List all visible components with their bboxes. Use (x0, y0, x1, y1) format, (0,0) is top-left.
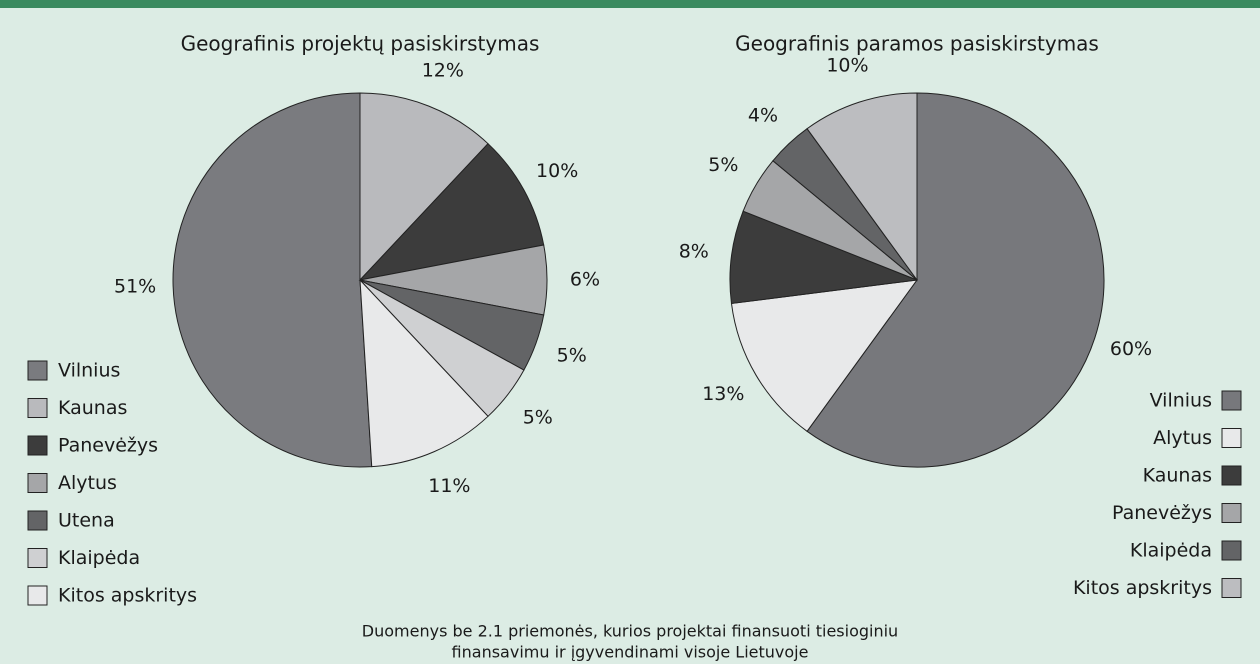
legend-swatch (1221, 503, 1242, 523)
slice-label: 10% (536, 160, 578, 182)
pie-slice (358, 142, 545, 281)
slice-label: 8% (679, 240, 709, 262)
slice-label: 51% (114, 276, 156, 298)
slice-label: 5% (523, 406, 553, 428)
chart-title: Geografinis paramos pasiskirstymas (735, 32, 1099, 56)
slice-label: 5% (557, 345, 587, 367)
legend-swatch (1221, 540, 1242, 561)
legend-label: Klaipėda (58, 547, 140, 569)
slice-label: 4% (748, 104, 778, 126)
legend-swatch (1221, 578, 1242, 598)
slice-label: 6% (570, 269, 600, 291)
legend-swatch (27, 585, 48, 606)
slice-label: 12% (422, 59, 464, 81)
legend-swatch (27, 510, 48, 531)
legend-label: Kitos apskritys (1073, 577, 1212, 599)
legend-swatch (27, 548, 48, 568)
legend-swatch (1221, 428, 1242, 448)
legend-label: Klaipėda (1130, 540, 1212, 562)
legend-label: Panevėžys (58, 435, 158, 457)
legend-label: Panevėžys (1112, 502, 1212, 524)
footnote-line: finansavimu ir įgyvendinami visoje Lietu… (452, 643, 809, 662)
chart-title: Geografinis projektų pasiskirstymas (181, 32, 540, 56)
slice-label: 10% (826, 55, 868, 77)
legend-swatch (1221, 465, 1242, 486)
pie-slice (806, 92, 1105, 468)
pie-slice (729, 210, 918, 304)
slice-label: 13% (702, 383, 744, 405)
legend-swatch (1221, 390, 1242, 411)
footnote-line: Duomenys be 2.1 priemonės, kurios projek… (362, 622, 898, 641)
pie-slice (359, 278, 489, 468)
top-border (0, 0, 1260, 8)
legend-label: Vilnius (58, 360, 120, 382)
legend-label: Kaunas (1143, 465, 1212, 487)
legend-swatch (27, 473, 48, 493)
pie-slice (730, 279, 919, 432)
legend-label: Kitos apskritys (58, 585, 197, 607)
legend-label: Alytus (58, 472, 117, 494)
slice-label: 60% (1110, 338, 1152, 360)
legend-label: Alytus (1153, 427, 1212, 449)
legend-label: Utena (58, 510, 115, 532)
slice-label: 11% (428, 475, 470, 497)
legend-swatch (27, 398, 48, 418)
legend-label: Kaunas (58, 397, 127, 419)
legend-swatch (27, 435, 48, 456)
pie-slice (172, 92, 373, 468)
legend-label: Vilnius (1150, 390, 1212, 412)
legend-swatch (27, 360, 48, 381)
pie-slice (359, 92, 489, 282)
slice-label: 5% (708, 154, 738, 176)
pie-slice (806, 92, 918, 282)
